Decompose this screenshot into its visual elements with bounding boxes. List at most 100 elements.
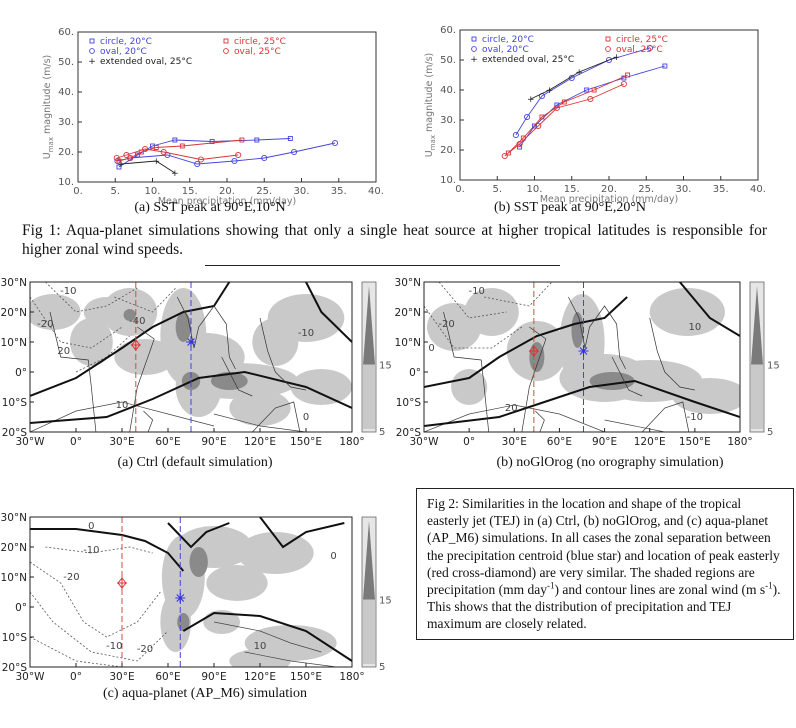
data-point xyxy=(123,151,130,159)
data-point xyxy=(591,87,597,93)
y-tick-label: 30. xyxy=(440,115,456,126)
fig2-panel-a-caption: (a) Ctrl (default simulation) xyxy=(117,455,273,470)
coastline xyxy=(611,356,643,397)
series-line xyxy=(530,56,617,100)
wind-contour-negative xyxy=(30,591,169,662)
lon-label: 90°E xyxy=(201,671,226,683)
precip-light xyxy=(229,390,291,426)
lat-label: 10°S xyxy=(396,397,422,409)
x-tick-label: 20. xyxy=(219,186,235,197)
precip-light xyxy=(237,532,314,574)
fig1-chart-a: 0. 5. 10. 15. 20. 25. 30. 35. 40. 10. 20. 30. 40. 50.… xyxy=(42,27,384,207)
data-point xyxy=(194,160,201,168)
contour-label: 20 xyxy=(57,346,70,357)
lat-label: 0° xyxy=(15,367,27,379)
legend-marker xyxy=(89,48,95,54)
precip-light xyxy=(290,369,352,405)
lon-label: 180° xyxy=(339,671,364,683)
x-axis-label: Mean precipitation (mm/day) xyxy=(158,196,296,207)
contour-label: 10 xyxy=(116,400,129,411)
data-point xyxy=(261,154,268,162)
legend-marker xyxy=(223,38,229,44)
contour-label: 10 xyxy=(254,641,267,652)
data-point xyxy=(172,137,178,143)
data-point xyxy=(625,72,631,78)
legend-label: oval, 20°C xyxy=(482,45,529,55)
contour-label: -40 xyxy=(129,316,145,327)
precip-dark xyxy=(571,312,584,348)
coastline xyxy=(535,410,545,432)
lat-label: 20°S xyxy=(396,427,422,439)
lat-label: 20°N xyxy=(395,307,421,319)
coastline xyxy=(252,401,301,432)
data-point xyxy=(254,137,260,143)
lat-label: 10°N xyxy=(1,572,27,584)
lat-label: 10°N xyxy=(1,337,27,349)
fig2-caption-part3: ). This shows that the distribution of p… xyxy=(427,582,781,632)
data-point xyxy=(517,144,523,150)
contour-label: 0 xyxy=(88,521,94,532)
wind-contour-negative xyxy=(30,296,123,349)
y-tick-label: 40. xyxy=(440,85,456,96)
wind-contour-zero xyxy=(424,379,740,427)
data-point xyxy=(523,113,531,121)
wind-contour-zero xyxy=(424,296,628,388)
x-tick-label: 10. xyxy=(527,184,543,195)
colorbar-dark-triangle xyxy=(363,521,375,600)
wind-contour-positive xyxy=(213,621,322,653)
data-point xyxy=(290,148,298,156)
contour-label: -20 xyxy=(63,572,79,583)
legend-marker: + xyxy=(88,57,96,67)
data-point xyxy=(331,139,339,147)
legend-marker xyxy=(89,38,95,44)
data-point: + xyxy=(527,95,535,105)
lat-label: 10°N xyxy=(395,337,421,349)
contour-label: -10 xyxy=(83,545,99,556)
colorbar-label: 5 xyxy=(379,427,385,438)
map-content xyxy=(424,282,740,432)
lat-label: 30°N xyxy=(1,512,27,524)
data-point xyxy=(539,114,545,120)
fig2-map-c-svg: 0-10-20-20010-1030°N20°N10°N0°10°S20°S30… xyxy=(1,512,392,683)
legend-label: oval, 25°C xyxy=(234,47,281,57)
fig2-map-a: -10 -20 -40 20 10 -10 0 30°N 20°N 10°N 0° 10°S 20°S 3… xyxy=(0,272,400,460)
colorbar-label: 15 xyxy=(767,361,780,372)
colorbar-label: 5 xyxy=(767,427,773,438)
y-tick-label: 10. xyxy=(58,177,74,188)
y-axis-label: Umax magnitude (m/s) xyxy=(42,55,55,159)
wind-contour-positive xyxy=(213,413,307,432)
coastline xyxy=(143,410,154,432)
red-cross-diamond-icon xyxy=(117,577,127,589)
legend-marker: + xyxy=(470,55,478,65)
fig2-panel-c-caption: (c) aqua-planet (AP_M6) simulation xyxy=(102,686,308,701)
data-point xyxy=(532,123,537,129)
contour-label: 0 xyxy=(303,412,309,423)
series-line xyxy=(117,142,336,165)
fig2-map-c: 0 -10 -20 -20 0 10 -10 30°N 20°N 10°N 0° 10°S 20°S 30… xyxy=(0,507,400,695)
contour-label: -10 xyxy=(468,286,484,297)
contour-label: -10 xyxy=(60,286,76,297)
data-point xyxy=(141,145,149,153)
fig1-panel-b-caption: (b) SST peak at 90°E,20°N xyxy=(493,200,647,215)
coastline xyxy=(49,311,97,432)
legend-label: circle, 20°C xyxy=(100,37,152,47)
data-point xyxy=(501,152,508,160)
precip-light xyxy=(203,610,241,634)
lon-label: 0° xyxy=(463,436,475,448)
lon-label: 30°E xyxy=(502,436,527,448)
colorbar-label: 5 xyxy=(379,662,385,673)
precip-light xyxy=(206,565,268,601)
lon-label: 150°E xyxy=(290,436,322,448)
coastline xyxy=(443,311,490,432)
colorbar-label: 15 xyxy=(379,596,392,607)
coastline xyxy=(129,326,155,432)
fig1-chart-b: 0. 5. 10. 15. 20. 25. 30. 35. 40. 10. 20. 30. 40. 50.… xyxy=(424,25,766,205)
y-axis-label: Umax magnitude (m/s) xyxy=(424,53,437,157)
legend-marker xyxy=(471,46,477,52)
fig2-map-a-svg: -10-20 -402010-10030°N20°N10°N0°10°S20°S3… xyxy=(1,277,392,448)
data-point xyxy=(646,44,654,52)
contour-label: -10 xyxy=(687,412,703,423)
fig1-panel-a-caption: (a) SST peak at 90°E,10°N xyxy=(134,200,286,215)
lon-label: 150°E xyxy=(290,671,322,683)
red-cross-diamond-icon xyxy=(130,339,141,351)
